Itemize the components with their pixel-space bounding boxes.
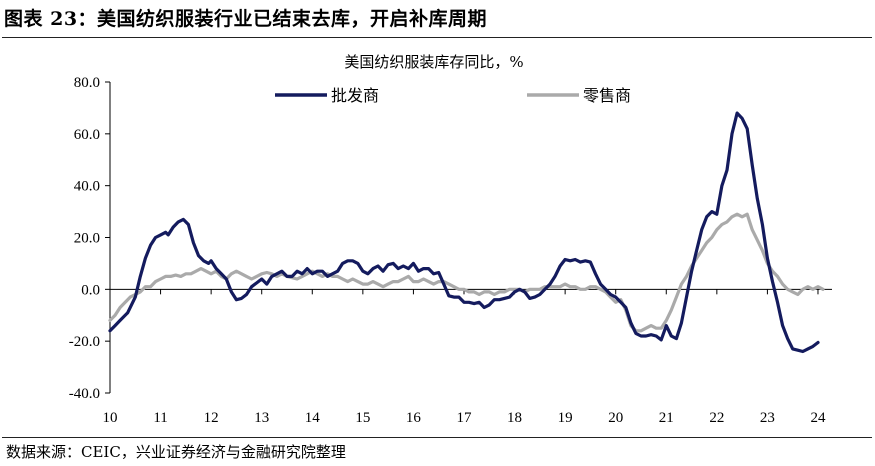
x-tick-label: 12	[204, 410, 219, 426]
y-tick-label: 60.0	[74, 127, 100, 143]
y-tick-label: 40.0	[74, 179, 100, 195]
figure-title: 图表 23：美国纺织服装行业已结束去库，开启补库周期	[4, 8, 488, 30]
series-line-retail	[108, 212, 825, 333]
x-tick-label: 15	[355, 410, 370, 426]
chart-axes: 80.0 60.0 40.0 20.0 0.0 -20.0 -40.010 11 12 13 14 1…	[69, 75, 832, 426]
x-tick-label: 13	[254, 410, 269, 426]
x-tick-label: 21	[659, 410, 674, 426]
title-rule	[2, 37, 872, 38]
x-tick-label: 22	[709, 410, 724, 426]
x-tick-label: 10	[103, 410, 118, 426]
y-tick-label: 0.0	[81, 282, 100, 298]
x-tick-label: 17	[456, 410, 472, 426]
source-rule	[2, 437, 872, 438]
x-tick-label: 16	[406, 410, 422, 426]
x-tick-label: 14	[305, 410, 321, 426]
y-tick-label: 80.0	[74, 75, 100, 91]
chart-series	[108, 111, 825, 354]
chart-legend: 批发商 零售商	[275, 86, 631, 105]
x-tick-label: 23	[760, 410, 775, 426]
chart-title: 美国纺织服装库存同比，%	[344, 53, 523, 71]
y-tick-label: -40.0	[69, 386, 100, 402]
series-line-wholesale	[108, 111, 820, 354]
x-tick-label: 24	[810, 410, 826, 426]
x-tick-label: 19	[558, 410, 573, 426]
y-tick-label: 20.0	[74, 231, 100, 247]
x-tick-label: 20	[608, 410, 623, 426]
source-note: 数据来源：CEIC，兴业证券经济与金融研究院整理	[6, 443, 346, 461]
legend-wholesale-label: 批发商	[331, 86, 379, 105]
x-tick-label: 11	[153, 410, 167, 426]
x-tick-label: 18	[507, 410, 522, 426]
legend-retail-label: 零售商	[583, 86, 631, 105]
y-tick-label: -20.0	[69, 334, 100, 350]
